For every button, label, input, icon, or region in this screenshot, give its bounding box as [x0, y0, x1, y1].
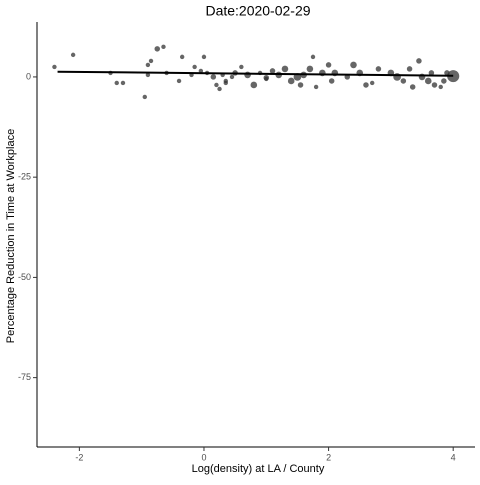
x-tick-label: 4	[451, 452, 456, 462]
point	[70, 52, 76, 58]
y-tick-label: -50	[18, 272, 31, 282]
point	[409, 84, 416, 90]
point	[313, 84, 319, 90]
point	[161, 44, 166, 50]
point	[350, 61, 357, 69]
point	[176, 78, 182, 84]
point	[306, 65, 314, 73]
point	[142, 94, 147, 100]
point	[406, 66, 413, 72]
point	[145, 72, 151, 78]
x-tick-label: -2	[75, 452, 83, 462]
point	[441, 78, 447, 84]
point	[214, 82, 219, 88]
point	[363, 82, 369, 88]
point	[114, 80, 119, 86]
y-axis-title: Percentage Reduction in Time at Workplac…	[5, 129, 17, 343]
point	[210, 74, 217, 80]
trend-line	[57, 70, 454, 77]
point	[239, 64, 244, 70]
point	[287, 77, 295, 85]
point	[148, 58, 154, 64]
point	[263, 74, 270, 81]
point	[198, 68, 204, 74]
point	[431, 82, 438, 88]
point	[192, 64, 197, 70]
x-tick-label: 0	[201, 452, 206, 462]
point	[154, 46, 160, 52]
y-tick-label: -25	[18, 172, 31, 182]
chart-title: Date:2020-02-29	[205, 3, 310, 19]
y-tick-label: 0	[26, 71, 31, 81]
point	[438, 84, 443, 90]
point	[428, 70, 435, 76]
point	[297, 82, 304, 88]
x-axis-title: Log(density) at LA / County	[192, 463, 325, 475]
point	[424, 77, 432, 85]
point	[145, 62, 151, 68]
point	[416, 58, 422, 64]
x-tick-label: 2	[326, 452, 331, 462]
point	[52, 64, 57, 70]
y-tick-label: -75	[18, 372, 31, 382]
point	[447, 70, 460, 83]
point	[217, 86, 222, 92]
point	[179, 54, 185, 60]
point	[375, 66, 382, 72]
point	[400, 78, 407, 84]
point	[281, 65, 289, 73]
point	[201, 54, 207, 60]
point	[328, 78, 335, 84]
point	[325, 62, 332, 68]
point	[120, 80, 126, 86]
point	[310, 54, 316, 60]
point	[269, 68, 276, 74]
point	[250, 81, 258, 89]
point	[244, 71, 251, 79]
point	[223, 78, 228, 84]
point	[229, 74, 235, 80]
point	[369, 80, 375, 86]
